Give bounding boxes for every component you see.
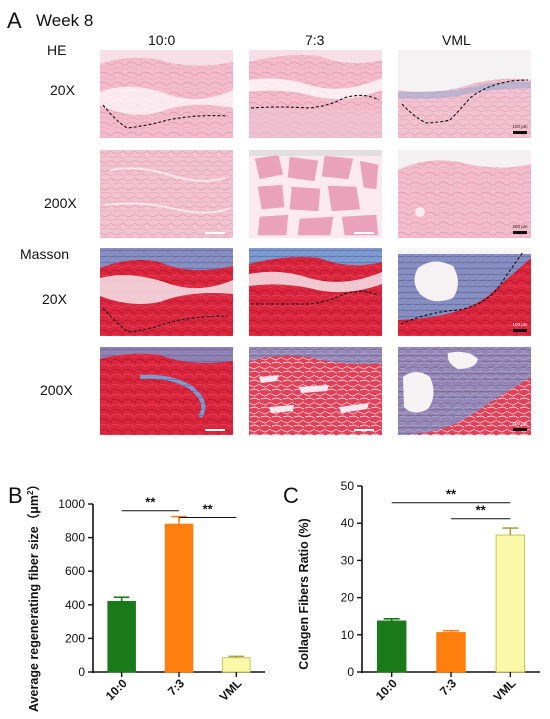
y-axis-label: Collagen Fibers Ratio (%) <box>297 518 311 669</box>
chart-fiber-size: Average regenerating fiber size（μm2） 0 20… <box>26 478 265 712</box>
row-label-masson-20x: 20X <box>42 291 67 307</box>
column-label-10-0: 10:0 <box>148 32 176 48</box>
scale-bar-label: 200 μm <box>512 224 527 229</box>
y-tick-label: 50 <box>341 479 355 493</box>
micrograph-masson-200x-vml: 200 μm <box>398 347 531 435</box>
boundary-dashed-line <box>401 79 529 124</box>
y-tick-label: 1000 <box>58 497 85 511</box>
x-tick-label: VML <box>491 676 519 704</box>
scale-bar <box>513 231 527 234</box>
scale-bar <box>513 428 527 431</box>
scale-bar <box>354 232 374 234</box>
bar <box>164 523 194 673</box>
chart-collagen-ratio: Collagen Fibers Ratio (%) 0 10 20 30 40 50 10:… <box>297 479 540 704</box>
scale-bar <box>205 429 225 431</box>
scale-bar-label: 200 μm <box>512 421 527 426</box>
bar <box>107 600 136 673</box>
y-tick-label: 30 <box>341 553 355 567</box>
boundary-dashed-line <box>250 94 380 109</box>
significance-label: ** <box>203 501 214 516</box>
row-label-he-200x: 200X <box>44 195 77 211</box>
bar <box>436 632 466 673</box>
micrograph-masson-20x-vml: 100 μm <box>398 248 531 336</box>
significance-label: ** <box>446 487 457 502</box>
x-tick-label: VML <box>217 676 245 704</box>
y-tick-label: 600 <box>65 564 85 578</box>
x-tick-label: 7:3 <box>437 676 459 698</box>
x-tick-label: 10:0 <box>103 676 130 703</box>
y-tick-label: 0 <box>347 665 354 679</box>
scale-bar-label: 100 μm <box>512 322 527 327</box>
scale-bar <box>513 131 527 134</box>
column-label-7-3: 7:3 <box>305 32 325 48</box>
micrograph-masson-200x-10-0 <box>100 347 233 435</box>
boundary-dashed-line <box>102 307 229 333</box>
column-label-vml: VML <box>442 32 471 48</box>
stain-label-he: HE <box>47 42 67 58</box>
bar <box>222 657 251 673</box>
significance-label: ** <box>145 495 156 510</box>
significance-label: ** <box>476 503 487 518</box>
bar <box>376 620 407 673</box>
x-tick-label: 7:3 <box>165 676 187 698</box>
micrograph-masson-20x-7-3 <box>249 248 382 336</box>
boundary-dashed-line <box>102 104 229 129</box>
y-tick-label: 200 <box>65 631 85 645</box>
row-label-he-20x: 20X <box>50 82 75 98</box>
y-tick-label: 0 <box>78 665 85 679</box>
micrograph-he-200x-vml: 200 μm <box>398 150 531 238</box>
boundary-dashed-line <box>251 290 380 305</box>
stain-label-masson: Masson <box>20 246 70 262</box>
micrograph-he-20x-vml: 100 μm <box>398 50 531 138</box>
y-tick-label: 20 <box>341 591 355 605</box>
micrograph-he-20x-7-3 <box>249 50 382 138</box>
panel-a-title: Week 8 <box>36 11 94 30</box>
y-tick-label: 10 <box>341 628 355 642</box>
scale-bar <box>205 232 225 234</box>
y-tick-label: 40 <box>341 516 355 530</box>
row-label-masson-200x: 200X <box>40 382 73 398</box>
micrograph-he-200x-7-3 <box>249 150 382 238</box>
bar <box>495 534 526 673</box>
micrograph-masson-200x-7-3 <box>249 347 382 435</box>
micrograph-masson-20x-10-0 <box>100 248 233 336</box>
y-tick-label: 400 <box>65 598 85 612</box>
y-tick-label: 800 <box>65 531 85 545</box>
scale-bar <box>513 329 527 332</box>
micrograph-he-200x-10-0 <box>100 150 233 238</box>
scale-bar-label: 100 μm <box>512 124 527 129</box>
scale-bar <box>354 429 374 431</box>
micrograph-he-20x-10-0 <box>100 50 233 138</box>
x-tick-label: 10:0 <box>373 676 400 703</box>
panel-a-letter: A <box>7 8 22 33</box>
panel-c-letter: C <box>283 483 299 508</box>
panel-b-letter: B <box>8 483 23 508</box>
y-axis-label: Average regenerating fiber size（μm2） <box>26 478 41 712</box>
boundary-dashed-line <box>400 251 524 325</box>
